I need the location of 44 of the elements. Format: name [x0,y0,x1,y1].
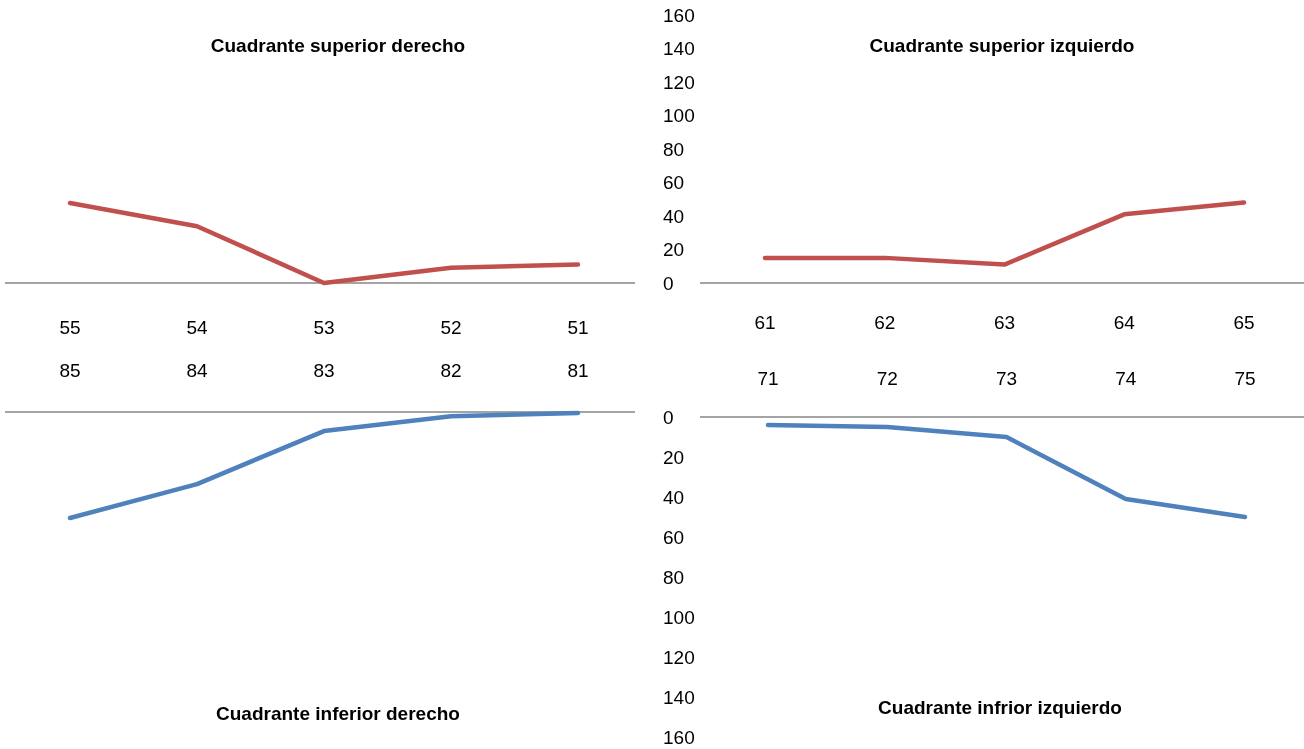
line-series [762,200,1247,267]
y-tick-label: 0 [663,406,674,428]
x-tick-label: 71 [757,367,779,389]
x-tick-label: 62 [874,311,896,333]
text: Cuadrante infrior izquierdo [878,696,1122,718]
y-tick-label: 140 [663,38,695,60]
y-tick-label: 100 [663,606,695,628]
x-tick-label: 65 [1233,311,1255,333]
x-tick-label: 74 [1115,367,1137,389]
y-tick-label: 80 [663,138,685,160]
text: Cuadrante inferior derecho [216,702,460,724]
x-tick-label: 73 [995,367,1018,389]
x-tick-label: 84 [186,359,208,381]
y-tick-label: 160 [663,4,695,26]
x-tick-label: 64 [1113,311,1136,333]
y-tick-label: 80 [663,566,685,588]
x-tick-label: 51 [567,316,589,338]
x-tick-label: 81 [567,359,589,381]
x-tick-label: 75 [1234,367,1256,389]
x-tick-label: 63 [993,311,1016,333]
y-tick-label: 120 [663,71,695,93]
y-tick-label: 40 [663,486,685,508]
y-tick-label: 160 [663,726,695,748]
y-tick-label: 0 [663,272,674,294]
y-tick-label: 60 [663,172,685,194]
x-tick-label: 82 [440,359,462,381]
x-tick-label: 83 [313,359,335,381]
y-tick-label: 120 [663,646,695,668]
x-tick-label: 54 [186,316,208,338]
x-tick-label: 85 [59,359,81,381]
x-tick-label: 61 [754,311,776,333]
y-tick-label: 40 [663,205,685,227]
y-tick-label: 20 [663,239,685,261]
y-tick-label: 100 [663,105,695,127]
x-tick-label: 55 [59,316,81,338]
x-tick-label: 72 [876,367,898,389]
y-tick-label: 60 [663,526,685,548]
chart-title: Cuadrante superior derecho [210,34,466,56]
text: Cuadrante superior izquierdo [869,34,1135,56]
x-tick-label: 53 [313,316,335,338]
line-series [765,422,1248,520]
x-tick-label: 52 [440,316,462,338]
y-tick-label: 140 [663,686,695,708]
y-tick-label: 20 [663,446,685,468]
